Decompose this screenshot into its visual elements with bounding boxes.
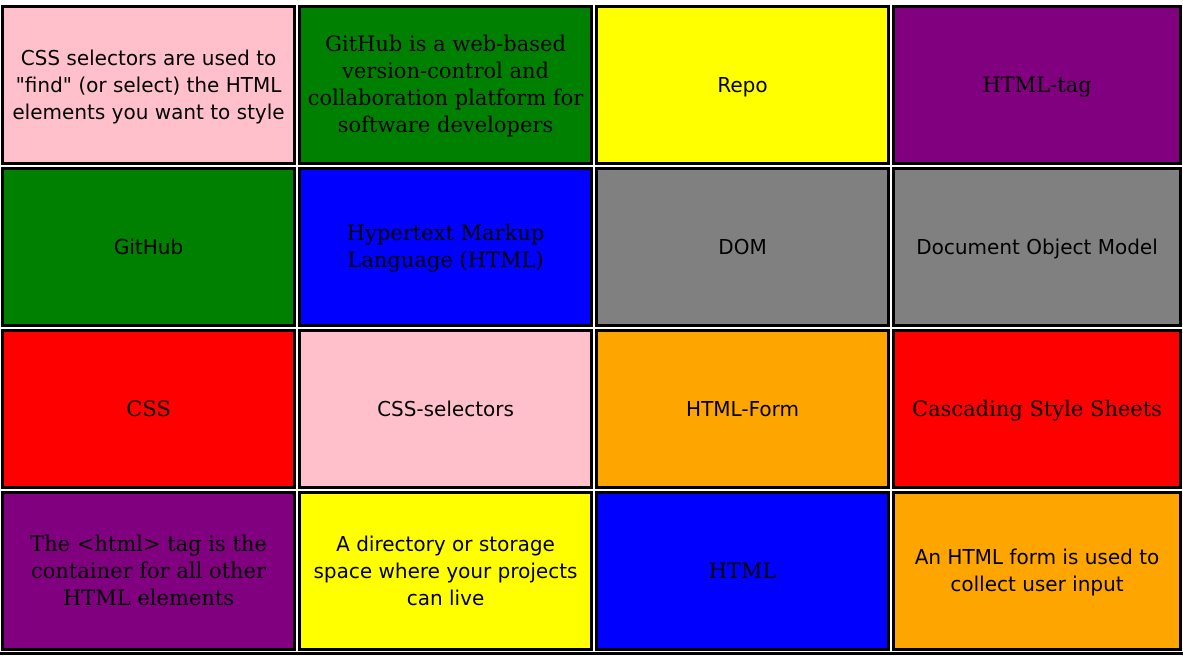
card[interactable]: CSS <box>1 329 296 489</box>
card[interactable]: Cascading Style Sheets <box>892 329 1182 489</box>
card[interactable]: A directory or storage space where your … <box>298 491 593 651</box>
card[interactable]: An HTML form is used to collect user inp… <box>892 491 1182 651</box>
card[interactable]: Repo <box>595 5 890 165</box>
card[interactable]: CSS selectors are used to "find" (or sel… <box>1 5 296 165</box>
bottom-divider <box>0 652 1183 655</box>
card[interactable]: DOM <box>595 167 890 327</box>
card[interactable]: Document Object Model <box>892 167 1182 327</box>
card[interactable]: Hypertext Markup Language (HTML) <box>298 167 593 327</box>
card[interactable]: GitHub is a web-based version-control an… <box>298 5 593 165</box>
card[interactable]: HTML-tag <box>892 5 1182 165</box>
card[interactable]: HTML-Form <box>595 329 890 489</box>
card-grid: CSS selectors are used to "find" (or sel… <box>0 4 1183 652</box>
card[interactable]: The <html> tag is the container for all … <box>1 491 296 651</box>
card[interactable]: GitHub <box>1 167 296 327</box>
card[interactable]: HTML <box>595 491 890 651</box>
card[interactable]: CSS-selectors <box>298 329 593 489</box>
